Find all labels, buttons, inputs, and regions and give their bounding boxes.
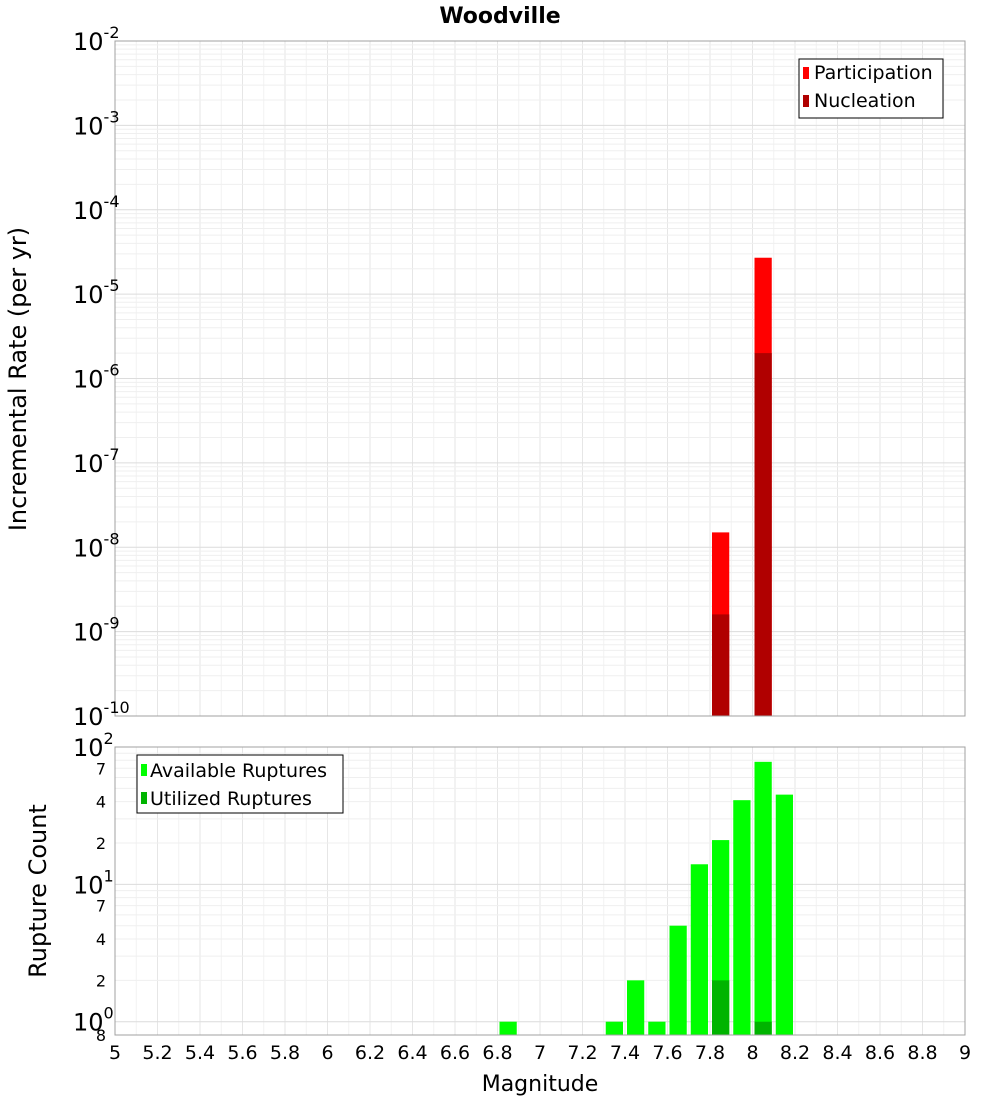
available-ruptures-bar bbox=[605, 1021, 623, 1035]
available-ruptures-bar bbox=[627, 980, 645, 1035]
x-tick-label: 5.2 bbox=[142, 1042, 172, 1064]
y-tick-label: 2 bbox=[96, 971, 106, 990]
x-tick-label: 6.8 bbox=[482, 1042, 512, 1064]
available-ruptures-bar bbox=[499, 1021, 517, 1035]
top-legend-box bbox=[798, 58, 944, 119]
available-ruptures-bar bbox=[690, 864, 708, 1035]
bottom-panel-bars bbox=[499, 761, 793, 1035]
available-ruptures-bar bbox=[754, 761, 772, 1035]
y-tick-label: 4 bbox=[96, 793, 106, 812]
x-tick-label: 9 bbox=[959, 1042, 971, 1064]
x-tick-label: 7.2 bbox=[567, 1042, 597, 1064]
available-ruptures-bar bbox=[733, 800, 751, 1035]
top-y-axis-label: Incremental Rate (per yr) bbox=[4, 227, 32, 531]
utilized-ruptures-bar bbox=[712, 980, 730, 1035]
nucleation-bar bbox=[754, 353, 772, 716]
y-tick-label: 10-6 bbox=[73, 361, 120, 394]
legend-swatch-available bbox=[141, 764, 147, 776]
x-tick-label: 8.6 bbox=[865, 1042, 895, 1064]
x-tick-label: 8.2 bbox=[780, 1042, 810, 1064]
legend-swatch-participation bbox=[803, 67, 809, 79]
y-tick-label: 2 bbox=[96, 834, 106, 853]
legend-swatch-nucleation bbox=[803, 95, 809, 107]
bottom-y-axis-label: Rupture Count bbox=[24, 804, 52, 978]
legend-swatch-utilized bbox=[141, 792, 147, 804]
y-tick-label: 10-10 bbox=[73, 698, 130, 731]
x-tick-label: 6 bbox=[321, 1042, 333, 1064]
top-panel-bars bbox=[712, 257, 772, 716]
x-tick-label: 6.4 bbox=[397, 1042, 427, 1064]
x-tick-label: 8 bbox=[746, 1042, 758, 1064]
y-tick-label: 102 bbox=[73, 729, 114, 762]
x-tick-label: 6.6 bbox=[440, 1042, 470, 1064]
x-tick-label: 5.6 bbox=[227, 1042, 257, 1064]
x-tick-label: 7 bbox=[534, 1042, 546, 1064]
y-tick-label: 10-5 bbox=[73, 276, 120, 309]
nucleation-bar bbox=[712, 614, 730, 716]
y-tick-label: 10-9 bbox=[73, 614, 120, 647]
y-tick-label: 7 bbox=[96, 759, 106, 778]
utilized-ruptures-bar bbox=[754, 1021, 772, 1035]
x-axis-label: Magnitude bbox=[482, 1072, 599, 1097]
y-tick-label: 100 bbox=[73, 1004, 114, 1037]
chart-title: Woodville bbox=[439, 4, 560, 29]
y-tick-label: 8 bbox=[96, 1026, 106, 1045]
y-tick-label: 7 bbox=[96, 897, 106, 916]
x-tick-label: 6.2 bbox=[355, 1042, 385, 1064]
x-tick-label: 5.4 bbox=[185, 1042, 215, 1064]
legend-label-available: Available Ruptures bbox=[150, 760, 327, 782]
y-tick-label: 10-3 bbox=[73, 107, 120, 140]
y-tick-label: 101 bbox=[73, 866, 114, 899]
y-tick-label: 4 bbox=[96, 930, 106, 949]
legend-label-nucleation: Nucleation bbox=[814, 90, 916, 112]
y-tick-label: 10-4 bbox=[73, 192, 120, 225]
y-tick-label: 10-8 bbox=[73, 529, 120, 562]
bottom-plot-frame bbox=[114, 746, 966, 1036]
available-ruptures-bar bbox=[648, 1021, 666, 1035]
y-tick-label: 10-2 bbox=[73, 23, 120, 56]
bottom-legend-box bbox=[136, 754, 344, 814]
legend-label-participation: Participation bbox=[814, 62, 933, 84]
x-tick-label: 8.8 bbox=[907, 1042, 937, 1064]
x-tick-label: 7.6 bbox=[652, 1042, 682, 1064]
x-tick-labels: 5 5.2 5.4 5.6 5.8 6 6.2 6.4 6.6 6.8 7 7.2 7.4 7.6 7.8 8… bbox=[109, 1042, 971, 1064]
top-legend: Participation Nucleation bbox=[798, 58, 944, 119]
top-plot-frame bbox=[114, 40, 966, 717]
legend-label-utilized: Utilized Ruptures bbox=[150, 788, 312, 810]
x-tick-label: 7.8 bbox=[695, 1042, 725, 1064]
available-ruptures-bar bbox=[669, 925, 687, 1035]
bottom-legend: Available Ruptures Utilized Ruptures bbox=[136, 754, 344, 814]
x-tick-label: 8.4 bbox=[822, 1042, 852, 1064]
top-panel-grid bbox=[114, 41, 966, 717]
x-tick-label: 5 bbox=[109, 1042, 121, 1064]
x-tick-label: 5.8 bbox=[270, 1042, 300, 1064]
x-tick-label: 7.4 bbox=[610, 1042, 640, 1064]
available-ruptures-bar bbox=[775, 794, 793, 1035]
y-tick-label: 10-7 bbox=[73, 445, 120, 478]
